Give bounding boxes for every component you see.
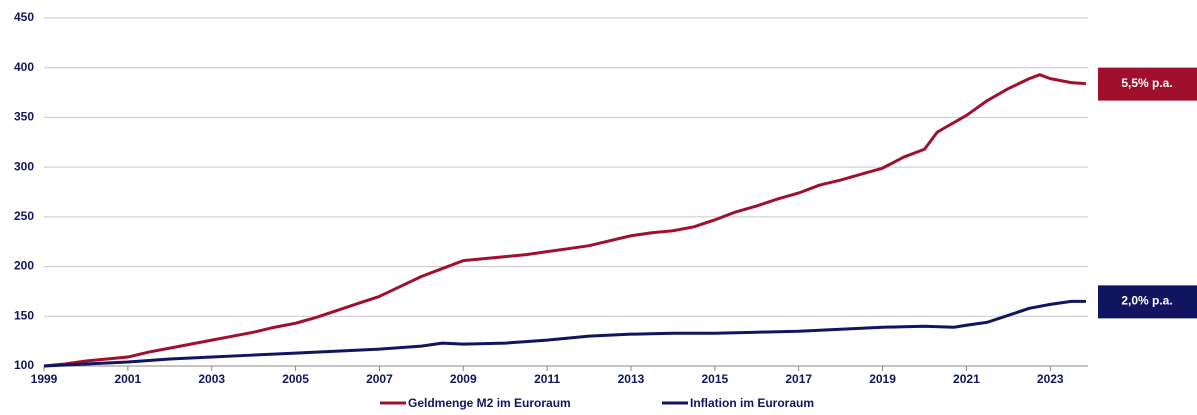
x-tick-label: 2003 [198,372,225,386]
x-tick-label: 2005 [282,372,309,386]
x-tick-label: 2021 [953,372,980,386]
y-tick-label: 150 [14,308,34,322]
legend-label: Inflation im Euroraum [690,396,814,410]
x-tick-label: 1999 [31,372,58,386]
x-tick-label: 2019 [869,372,896,386]
y-tick-label: 200 [14,259,34,273]
x-tick-label: 2011 [534,372,560,386]
end-label: 2,0% p.a. [1121,294,1172,308]
y-tick-label: 350 [14,110,34,124]
x-tick-label: 2009 [450,372,477,386]
y-tick-label: 300 [14,159,34,173]
x-tick-label: 2013 [618,372,645,386]
x-tick-label: 2007 [366,372,393,386]
y-tick-label: 250 [14,209,34,223]
end-label-box [1098,285,1197,319]
x-tick-label: 2001 [115,372,142,386]
y-tick-label: 450 [14,10,34,24]
x-tick-label: 2017 [785,372,812,386]
end-label-box [1098,67,1197,101]
y-tick-label: 400 [14,60,34,74]
end-label: 5,5% p.a. [1121,76,1172,90]
line-series [43,299,1086,368]
y-tick-label: 100 [14,358,34,372]
legend-label: Geldmenge M2 im Euroraum [408,396,571,410]
line-series [43,73,1087,368]
x-tick-label: 2023 [1037,372,1064,386]
x-tick-label: 2015 [701,372,728,386]
